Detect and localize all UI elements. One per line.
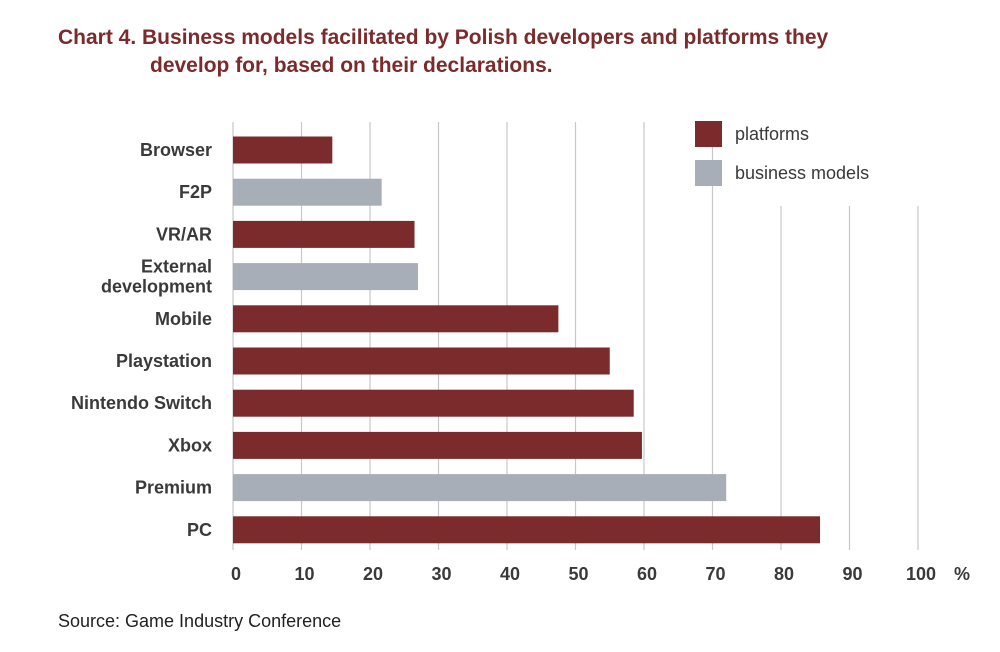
- bar: [233, 474, 727, 502]
- source-note: Source: Game Industry Conference: [58, 611, 342, 631]
- x-tick-label: 30: [431, 564, 451, 584]
- category-label: VR/AR: [156, 224, 212, 244]
- category-label: Premium: [135, 478, 212, 498]
- bar: [233, 305, 559, 333]
- legend-label-business-models: business models: [735, 163, 869, 183]
- x-tick-label: 40: [500, 564, 520, 584]
- bar: [233, 347, 610, 375]
- category-label: External development: [101, 257, 212, 297]
- x-tick-label: 20: [363, 564, 383, 584]
- category-label: Xbox: [168, 435, 212, 455]
- chart-title-line-2: develop for, based on their declarations…: [150, 54, 553, 77]
- x-tick-label: 70: [705, 564, 725, 584]
- bar-chart: Browser F2P VR/AR External development Mobile…: [71, 121, 970, 584]
- bar: [233, 136, 333, 164]
- bar: [233, 431, 642, 459]
- legend-swatch-business-models: [695, 160, 722, 186]
- x-tick-label: 50: [568, 564, 588, 584]
- bar: [233, 178, 382, 206]
- chart-title: Chart 4. Business models facilitated by …: [58, 24, 958, 80]
- category-label: Browser: [140, 140, 212, 160]
- legend-swatch-platforms: [695, 121, 722, 147]
- bar: [233, 220, 415, 248]
- bar: [233, 389, 634, 417]
- x-tick-label: 80: [774, 564, 794, 584]
- x-tick-label: 100: [906, 564, 936, 584]
- x-tick-label: 0: [231, 564, 241, 584]
- bar: [233, 263, 418, 291]
- category-label: PC: [187, 520, 212, 540]
- category-label: Playstation: [116, 351, 212, 371]
- category-label: F2P: [179, 182, 212, 202]
- x-tick-label: 90: [842, 564, 862, 584]
- x-axis-unit: %: [954, 564, 970, 584]
- category-label: Nintendo Switch: [71, 393, 212, 413]
- category-label: Mobile: [155, 309, 212, 329]
- bar: [233, 516, 821, 544]
- x-tick-label: 10: [294, 564, 314, 584]
- x-tick-label: 60: [637, 564, 657, 584]
- chart-title-line-1: Chart 4. Business models facilitated by …: [58, 26, 829, 49]
- legend-label-platforms: platforms: [735, 124, 809, 144]
